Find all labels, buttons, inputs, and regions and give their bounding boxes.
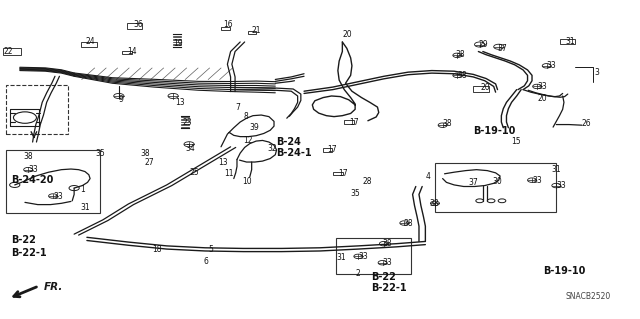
Text: 10: 10: [242, 177, 252, 186]
Text: B-19-10: B-19-10: [473, 126, 516, 136]
Bar: [6, 85, 68, 134]
Text: 19: 19: [173, 39, 183, 48]
Text: B-24-1: B-24-1: [276, 148, 312, 158]
Text: 38: 38: [140, 149, 150, 158]
Text: 33: 33: [556, 181, 566, 190]
Text: 33: 33: [53, 191, 63, 201]
Bar: [221, 27, 230, 30]
Text: 33: 33: [537, 82, 547, 91]
Text: 33: 33: [383, 258, 392, 267]
Text: 33: 33: [532, 176, 542, 185]
Text: 28: 28: [363, 177, 372, 186]
Text: 38: 38: [458, 71, 467, 80]
Bar: [333, 172, 342, 175]
Text: 20: 20: [342, 30, 352, 39]
Text: 18: 18: [153, 245, 162, 254]
Text: 36: 36: [134, 20, 143, 29]
Text: B-22-1: B-22-1: [371, 283, 406, 293]
Text: 38: 38: [430, 199, 440, 208]
Bar: [560, 39, 575, 44]
Text: 24: 24: [86, 38, 95, 47]
Text: 9: 9: [119, 95, 124, 104]
Text: B-19-10: B-19-10: [543, 266, 586, 276]
Text: 20: 20: [481, 83, 490, 92]
Text: 35: 35: [351, 189, 360, 198]
Text: 13: 13: [175, 98, 185, 107]
Text: 14: 14: [127, 47, 137, 56]
Bar: [323, 148, 332, 152]
Text: 13: 13: [218, 158, 227, 167]
Text: 38: 38: [456, 50, 465, 59]
Text: 29: 29: [478, 40, 488, 49]
Text: 27: 27: [145, 158, 154, 167]
Text: B-22: B-22: [12, 235, 36, 246]
Text: 38: 38: [23, 152, 33, 161]
Text: 23: 23: [182, 118, 193, 128]
Bar: [3, 48, 21, 55]
Text: 22: 22: [4, 47, 13, 56]
Text: 17: 17: [338, 169, 348, 178]
Text: FR.: FR.: [44, 283, 63, 293]
Text: 34: 34: [186, 144, 196, 153]
Bar: [248, 31, 255, 34]
Text: 11: 11: [224, 169, 234, 178]
Bar: [81, 42, 97, 48]
Text: 33: 33: [358, 252, 368, 261]
Text: 38: 38: [403, 219, 413, 227]
Text: 33: 33: [547, 61, 556, 70]
Text: 38: 38: [443, 119, 452, 129]
Bar: [122, 50, 132, 54]
Text: 5: 5: [208, 245, 213, 254]
Text: 37: 37: [468, 178, 478, 187]
Text: 3: 3: [595, 68, 600, 77]
Text: 1: 1: [81, 185, 85, 194]
Text: 25: 25: [189, 168, 198, 177]
Text: 30: 30: [492, 177, 502, 186]
Text: 26: 26: [582, 119, 591, 129]
Text: 35: 35: [95, 149, 105, 158]
Text: 38: 38: [383, 239, 392, 248]
Text: B-24: B-24: [276, 137, 301, 147]
Text: B-22: B-22: [371, 272, 396, 282]
Text: 8: 8: [243, 112, 248, 121]
Text: 31: 31: [566, 37, 575, 46]
Bar: [435, 163, 556, 212]
Text: 31: 31: [551, 165, 561, 174]
Text: 32: 32: [268, 144, 277, 153]
Text: 16: 16: [223, 20, 232, 29]
Text: 15: 15: [511, 137, 521, 145]
Text: 37: 37: [497, 44, 508, 54]
Text: 20: 20: [537, 94, 547, 103]
Bar: [473, 86, 488, 92]
Bar: [344, 121, 353, 123]
Bar: [127, 23, 143, 29]
Text: 17: 17: [328, 145, 337, 154]
Bar: [6, 150, 100, 213]
Text: 21: 21: [251, 26, 260, 35]
Text: 31: 31: [81, 203, 90, 211]
Text: 7: 7: [236, 103, 241, 112]
Text: 33: 33: [28, 165, 38, 174]
Text: B-24-20: B-24-20: [12, 175, 54, 185]
Text: SNACB2520: SNACB2520: [566, 292, 611, 301]
Text: 6: 6: [203, 257, 208, 266]
Text: 39: 39: [250, 123, 259, 132]
Text: 17: 17: [349, 117, 358, 127]
Bar: [336, 238, 412, 274]
Text: 31: 31: [336, 253, 346, 262]
Text: 12: 12: [243, 136, 253, 145]
Text: 2: 2: [355, 269, 360, 278]
Text: 4: 4: [426, 173, 430, 182]
Text: B-22-1: B-22-1: [12, 248, 47, 258]
